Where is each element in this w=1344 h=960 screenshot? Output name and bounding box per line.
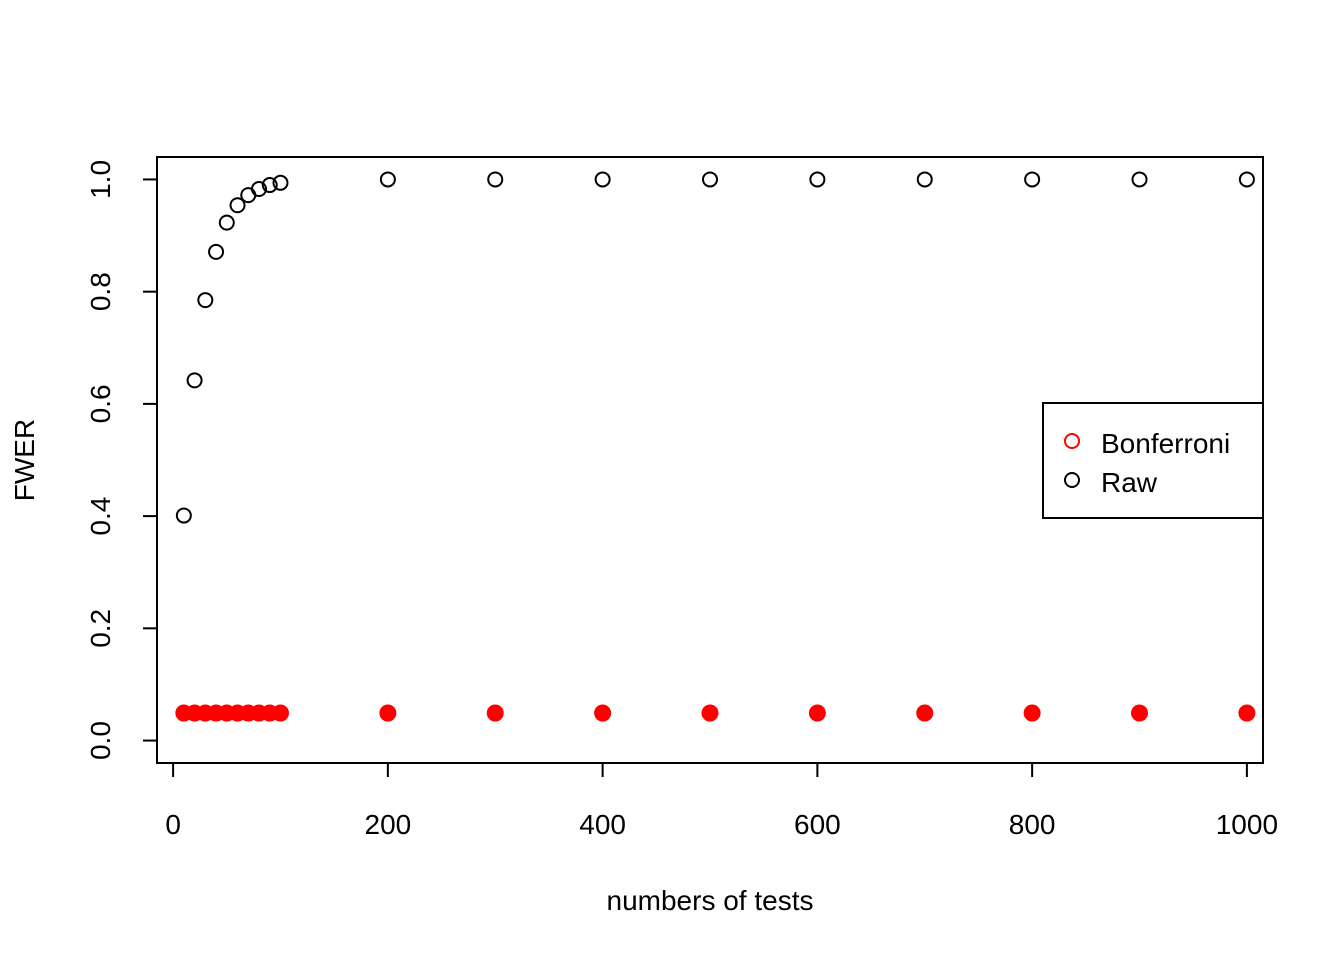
point-bonferroni [594, 704, 612, 722]
y-tick-label: 0.0 [85, 721, 116, 760]
point-bonferroni [1023, 704, 1041, 722]
y-tick-label: 0.4 [85, 497, 116, 536]
point-raw [809, 171, 826, 188]
x-tick-label: 200 [365, 809, 412, 840]
x-tick-label: 0 [165, 809, 181, 840]
y-axis: 0.0 0.2 0.4 0.6 0.8 1.0 [85, 160, 158, 760]
legend-label-raw: Raw [1101, 467, 1158, 498]
point-raw [1238, 171, 1255, 188]
legend-label-bonferroni: Bonferroni [1101, 428, 1230, 459]
y-tick-label: 1.0 [85, 160, 116, 199]
point-raw [251, 180, 268, 197]
point-raw [208, 243, 225, 260]
point-bonferroni [271, 704, 289, 722]
legend: Bonferroni Raw [1042, 402, 1264, 519]
legend-marker-raw [1064, 472, 1080, 488]
point-raw [1131, 171, 1148, 188]
point-raw [702, 171, 718, 188]
point-raw [1024, 171, 1041, 188]
x-axis: 0 200 400 600 800 1000 [165, 762, 1278, 840]
point-raw [594, 171, 611, 188]
y-axis-label: FWER [9, 419, 40, 501]
x-tick-label: 400 [579, 809, 626, 840]
point-raw [229, 197, 246, 214]
point-bonferroni [701, 704, 719, 722]
point-raw [272, 174, 289, 191]
point-bonferroni [808, 704, 826, 722]
point-raw [240, 187, 257, 204]
y-tick-label: 0.2 [85, 609, 116, 648]
point-raw [175, 507, 192, 524]
point-bonferroni [1131, 704, 1149, 722]
point-raw [186, 372, 203, 389]
point-bonferroni [379, 704, 397, 722]
point-raw [916, 171, 933, 188]
legend-marker-bonferroni [1064, 433, 1080, 449]
point-bonferroni [1238, 704, 1256, 722]
x-axis-label: numbers of tests [607, 885, 814, 916]
data-points [175, 171, 1256, 722]
point-raw [261, 177, 278, 194]
point-raw [487, 171, 504, 188]
x-tick-label: 600 [794, 809, 841, 840]
point-raw [218, 214, 235, 231]
point-raw [197, 292, 214, 309]
legend-box [1042, 402, 1264, 519]
point-bonferroni [486, 704, 504, 722]
point-bonferroni [916, 704, 934, 722]
point-raw [379, 171, 396, 188]
x-tick-label: 800 [1009, 809, 1056, 840]
y-tick-label: 0.8 [85, 272, 116, 311]
y-tick-label: 0.6 [85, 384, 116, 423]
x-tick-label: 1000 [1216, 809, 1278, 840]
